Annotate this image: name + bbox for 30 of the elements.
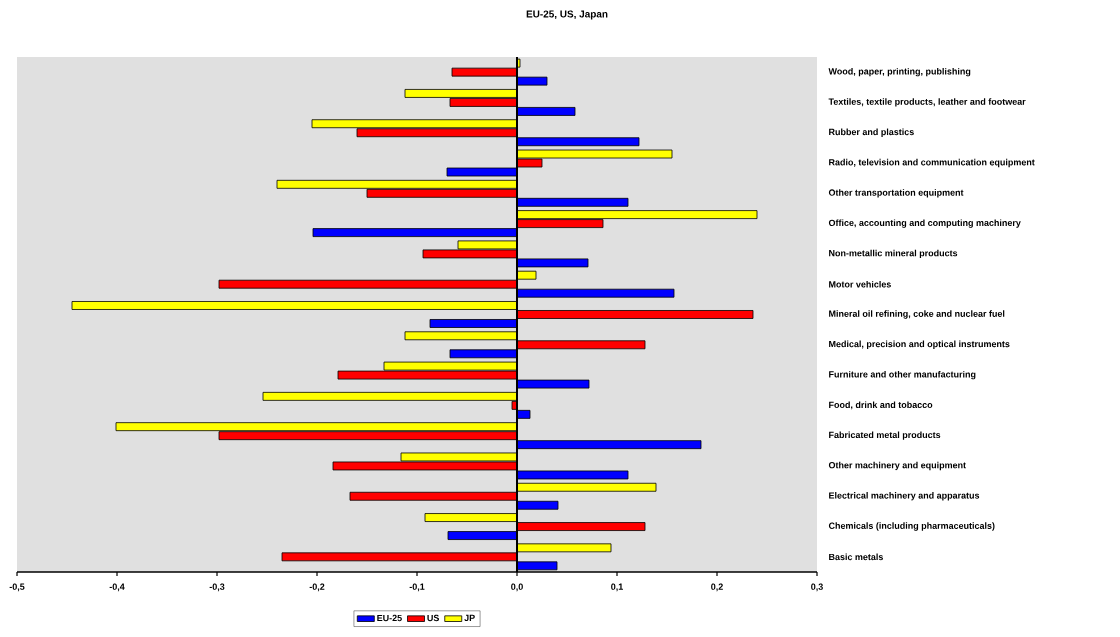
y-tick-label: Textiles, textile products, leather and footwear	[828, 98, 1026, 107]
legend-label: JP	[464, 614, 475, 622]
x-tick-label: -0,5	[9, 583, 25, 592]
y-tick-label: Medical, precision and optical instruments	[829, 340, 1010, 349]
y-tick-label: Wood, paper, printing, publishing	[828, 67, 971, 77]
y-tick-label: Office, accounting and computing machinery	[828, 219, 1021, 228]
y-tick-label: Food, drink and tobacco	[829, 401, 933, 410]
y-tick-label: Mineral oil refining, coke and nuclear fuel	[829, 310, 1005, 319]
y-tick-label: Non-metallic mineral products	[829, 249, 958, 259]
y-tick-label: Furniture and other manufacturing	[829, 370, 976, 380]
legend-label: US	[427, 614, 439, 622]
x-tick-label: -0,2	[309, 583, 325, 592]
x-tick-label: -0,1	[409, 583, 425, 592]
x-tick-label: -0,4	[109, 583, 125, 592]
y-tick-label: Other machinery and equipment	[828, 461, 966, 471]
y-tick-label: Basic metals	[829, 553, 883, 561]
y-tick-label: Electrical machinery and apparatus	[829, 492, 980, 501]
y-tick-label: Other transportation equipment	[828, 189, 964, 198]
y-tick-label: Rubber and plastics	[829, 128, 914, 137]
x-tick-label: 0,2	[711, 583, 723, 592]
y-tick-label: Chemicals (including pharmaceuticals)	[828, 522, 995, 531]
y-tick-label: Fabricated metal products	[829, 431, 941, 440]
y-tick-label: Radio, television and communication equipment	[829, 158, 1035, 168]
x-tick-label: 0,1	[611, 583, 623, 592]
x-tick-label: 0,0	[511, 583, 523, 592]
legend-label: EU-25	[377, 614, 402, 622]
x-tick-label: 0,3	[811, 583, 823, 592]
chart-title: EU-25, US, Japan	[526, 10, 608, 20]
x-tick-label: -0,3	[209, 583, 225, 592]
y-tick-label: Motor vehicles	[829, 280, 891, 288]
